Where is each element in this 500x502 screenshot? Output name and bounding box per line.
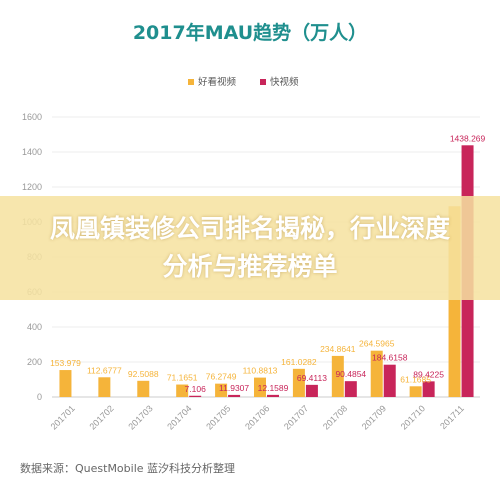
x-tick-label: 201707	[282, 403, 310, 431]
data-label-s1: 7.106	[185, 384, 207, 394]
data-label-s0: 71.1651	[167, 373, 198, 383]
bar-201708-s1	[344, 381, 357, 397]
x-axis: 201701 201702 201703 201704 201705 201706 2017…	[49, 403, 466, 431]
bar-201702-s0	[98, 377, 111, 397]
x-tick-label: 201711	[438, 403, 466, 431]
data-label-s0: 153.979	[50, 358, 81, 368]
bar-201707-s1	[305, 384, 318, 397]
data-label-s0: 264.5965	[359, 339, 395, 349]
bar-201707-s0	[292, 368, 305, 397]
data-label-s0: 161.0282	[281, 357, 317, 367]
data-label-s1: 12.1589	[258, 383, 289, 393]
bar-201703-s0	[137, 380, 150, 397]
bar-201710-s0	[409, 386, 422, 397]
bar-201705-s1	[228, 394, 241, 397]
x-tick-label: 201708	[321, 403, 349, 431]
legend-swatch	[260, 79, 266, 85]
y-tick-label: 400	[27, 322, 42, 332]
y-tick-label: 1600	[22, 112, 42, 122]
y-tick-label: 1400	[22, 147, 42, 157]
bar-201704-s1	[189, 395, 202, 397]
data-label-s1: 11.9307	[219, 383, 249, 393]
legend-swatch	[188, 79, 194, 85]
data-label-s0: 110.8813	[243, 366, 278, 376]
bar-201704-s0	[176, 384, 189, 397]
y-tick-label: 200	[27, 357, 42, 367]
bar-201706-s0	[254, 377, 266, 397]
bar-201708-s0	[331, 355, 344, 397]
legend: 好看视频 快视频	[188, 76, 299, 88]
y-tick-label: 0	[37, 392, 42, 402]
data-label-s1: 184.6158	[372, 353, 408, 363]
x-tick-label: 201703	[126, 403, 154, 431]
bar-201709-s1	[383, 364, 396, 397]
data-label-s1: 69.4113	[297, 373, 327, 383]
chart-title: 2017年MAU趋势（万人）	[132, 22, 368, 44]
legend-entry: 好看视频	[198, 76, 237, 88]
data-label-s0: 92.5088	[128, 369, 159, 379]
bar-201701-s0	[59, 370, 72, 397]
bar-201710-s1	[422, 381, 435, 397]
x-tick-label: 201704	[165, 403, 193, 431]
data-label-s0: 112.6777	[87, 365, 122, 375]
data-label-s0: 76.2749	[206, 372, 237, 382]
overlay-banner: 凤凰镇装修公司排名揭秘，行业深度分析与推荐榜单	[0, 196, 500, 300]
x-tick-label: 201706	[243, 403, 271, 431]
x-tick-label: 201709	[360, 403, 388, 431]
data-label-s0: 61.1685	[400, 374, 431, 384]
bar-201705-s0	[215, 383, 228, 397]
banner-text: 凤凰镇装修公司排名揭秘，行业深度分析与推荐榜单	[50, 214, 451, 281]
data-label-s1: 1438.269	[450, 133, 486, 143]
x-tick-label: 201710	[399, 403, 427, 431]
data-label-s1: 90.4854	[335, 369, 366, 379]
x-tick-label: 201702	[87, 403, 115, 431]
data-source-note: 数据来源：QuestMobile 蓝汐科技分析整理	[20, 462, 236, 475]
data-label-s0: 234.8641	[320, 344, 356, 354]
x-tick-label: 201705	[204, 403, 232, 431]
x-tick-label: 201701	[49, 403, 77, 431]
legend-entry: 快视频	[270, 76, 299, 88]
y-tick-label: 1200	[22, 182, 42, 192]
data-label-s1: 89.4225	[413, 369, 444, 379]
bar-201706-s1	[267, 394, 279, 397]
bar-201709-s0	[370, 350, 383, 397]
